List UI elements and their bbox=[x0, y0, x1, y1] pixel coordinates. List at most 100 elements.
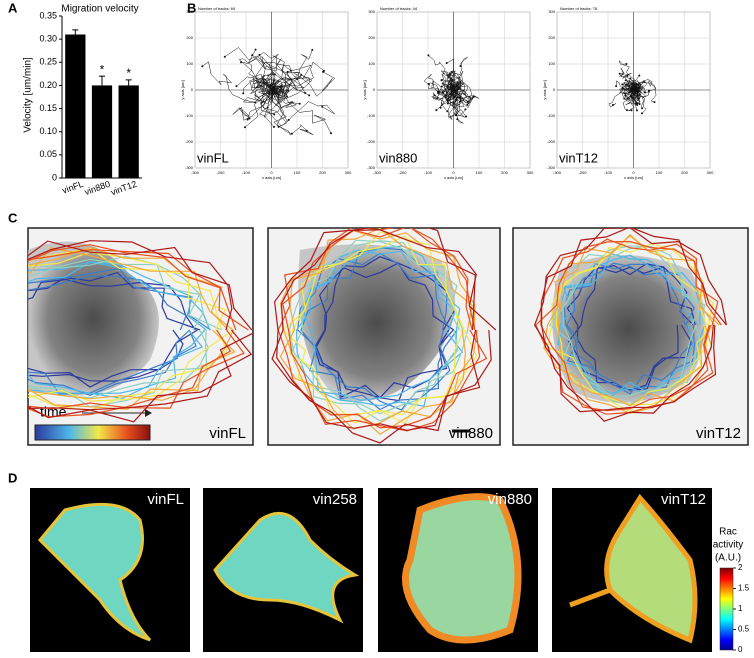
image-label: vin258 bbox=[313, 491, 357, 508]
track bbox=[257, 89, 288, 107]
track bbox=[271, 88, 294, 134]
x-tick-label: -200 bbox=[216, 170, 225, 175]
time-bar bbox=[34, 424, 151, 441]
plot-label: vin880 bbox=[379, 150, 417, 165]
track bbox=[440, 80, 462, 93]
y-tick-label: -300 bbox=[367, 165, 376, 170]
track bbox=[622, 73, 637, 91]
x-tick-label: 300 bbox=[345, 170, 352, 175]
track bbox=[447, 70, 456, 91]
contour bbox=[28, 247, 236, 410]
track-end bbox=[437, 91, 440, 94]
y-tick-label: -100 bbox=[185, 113, 194, 118]
contour bbox=[28, 271, 201, 388]
track-end bbox=[248, 117, 251, 120]
x-tick-label: 300 bbox=[707, 170, 714, 175]
plot-label: vinFL bbox=[197, 150, 229, 165]
significance: * bbox=[126, 66, 131, 80]
track bbox=[271, 74, 313, 99]
track-end bbox=[640, 112, 643, 115]
time-legend: time bbox=[40, 404, 67, 420]
colorbar bbox=[719, 567, 734, 651]
track-end bbox=[272, 125, 275, 128]
chart-title: Migration velocity bbox=[61, 4, 138, 15]
track-end bbox=[638, 103, 641, 106]
colorbar-tick-label: 2 bbox=[738, 563, 743, 572]
colorbar-tick-label: 0 bbox=[738, 645, 743, 654]
track-end bbox=[638, 74, 641, 77]
contour bbox=[28, 246, 235, 401]
y-tick-label: -200 bbox=[547, 139, 556, 144]
x-axis-label: x axis [um] bbox=[444, 175, 463, 180]
track-end bbox=[624, 79, 627, 82]
track bbox=[271, 77, 306, 94]
track-end bbox=[273, 89, 276, 92]
x-tick-label: 0 bbox=[270, 170, 273, 175]
contour bbox=[28, 249, 237, 418]
x-tick-label: -300 bbox=[373, 170, 382, 175]
track-end bbox=[427, 54, 430, 57]
track bbox=[238, 58, 282, 103]
track-end bbox=[223, 55, 226, 58]
contour bbox=[28, 240, 253, 423]
track bbox=[440, 70, 456, 91]
y-tick-label: 100 bbox=[368, 61, 375, 66]
y-tick-label: -300 bbox=[547, 165, 556, 170]
colorbar-title: (A.U.) bbox=[715, 553, 741, 564]
x-tick-label: vin880 bbox=[83, 179, 111, 197]
x-tick-label: 200 bbox=[501, 170, 508, 175]
contour bbox=[540, 228, 727, 413]
track-end bbox=[636, 109, 639, 112]
x-tick-label: -100 bbox=[604, 170, 613, 175]
contour bbox=[566, 266, 696, 392]
time-arrow-head bbox=[145, 409, 152, 417]
track-end bbox=[427, 83, 430, 86]
x-axis-label: x axis [um] bbox=[262, 175, 281, 180]
contour bbox=[28, 267, 191, 395]
track-end bbox=[653, 101, 656, 104]
track-end bbox=[615, 85, 618, 88]
track bbox=[423, 73, 454, 96]
y-tick-label: -100 bbox=[367, 113, 376, 118]
track-end bbox=[446, 110, 449, 113]
track-end bbox=[459, 64, 462, 67]
colorbar-title: Rac bbox=[719, 527, 737, 538]
track bbox=[432, 86, 454, 112]
colorbar-tick-label: 1 bbox=[738, 604, 743, 613]
track-end bbox=[643, 80, 646, 83]
y-tick-label: -200 bbox=[367, 139, 376, 144]
contour bbox=[28, 278, 196, 382]
y-tick-label: 300 bbox=[186, 9, 193, 14]
track bbox=[271, 87, 314, 136]
track bbox=[628, 80, 650, 98]
track bbox=[444, 89, 454, 101]
x-tick-label: 200 bbox=[319, 170, 326, 175]
y-tick-label: 0 bbox=[553, 87, 556, 92]
track-end bbox=[271, 90, 274, 93]
track-end bbox=[456, 118, 459, 121]
panel-label: A bbox=[8, 0, 18, 15]
track bbox=[247, 82, 275, 120]
track-end bbox=[251, 54, 254, 57]
contour bbox=[557, 254, 706, 398]
track bbox=[251, 54, 293, 91]
track-end bbox=[311, 48, 314, 51]
y-tick-label: 0.35 bbox=[39, 10, 57, 20]
track bbox=[224, 47, 280, 91]
contour bbox=[562, 245, 706, 398]
x-tick-label: 100 bbox=[294, 170, 301, 175]
track bbox=[202, 61, 272, 103]
track-end bbox=[624, 94, 627, 97]
contour bbox=[279, 229, 478, 436]
contour bbox=[543, 235, 715, 414]
cell bbox=[298, 244, 455, 402]
panel-label: B bbox=[187, 0, 196, 15]
plot-title: Number of tracks: 78 bbox=[560, 6, 598, 11]
track-end bbox=[439, 106, 442, 109]
track-end bbox=[450, 92, 453, 95]
y-tick-label: 0.05 bbox=[39, 149, 57, 159]
bar bbox=[118, 85, 139, 178]
track-end bbox=[260, 84, 263, 87]
bar bbox=[91, 85, 113, 178]
